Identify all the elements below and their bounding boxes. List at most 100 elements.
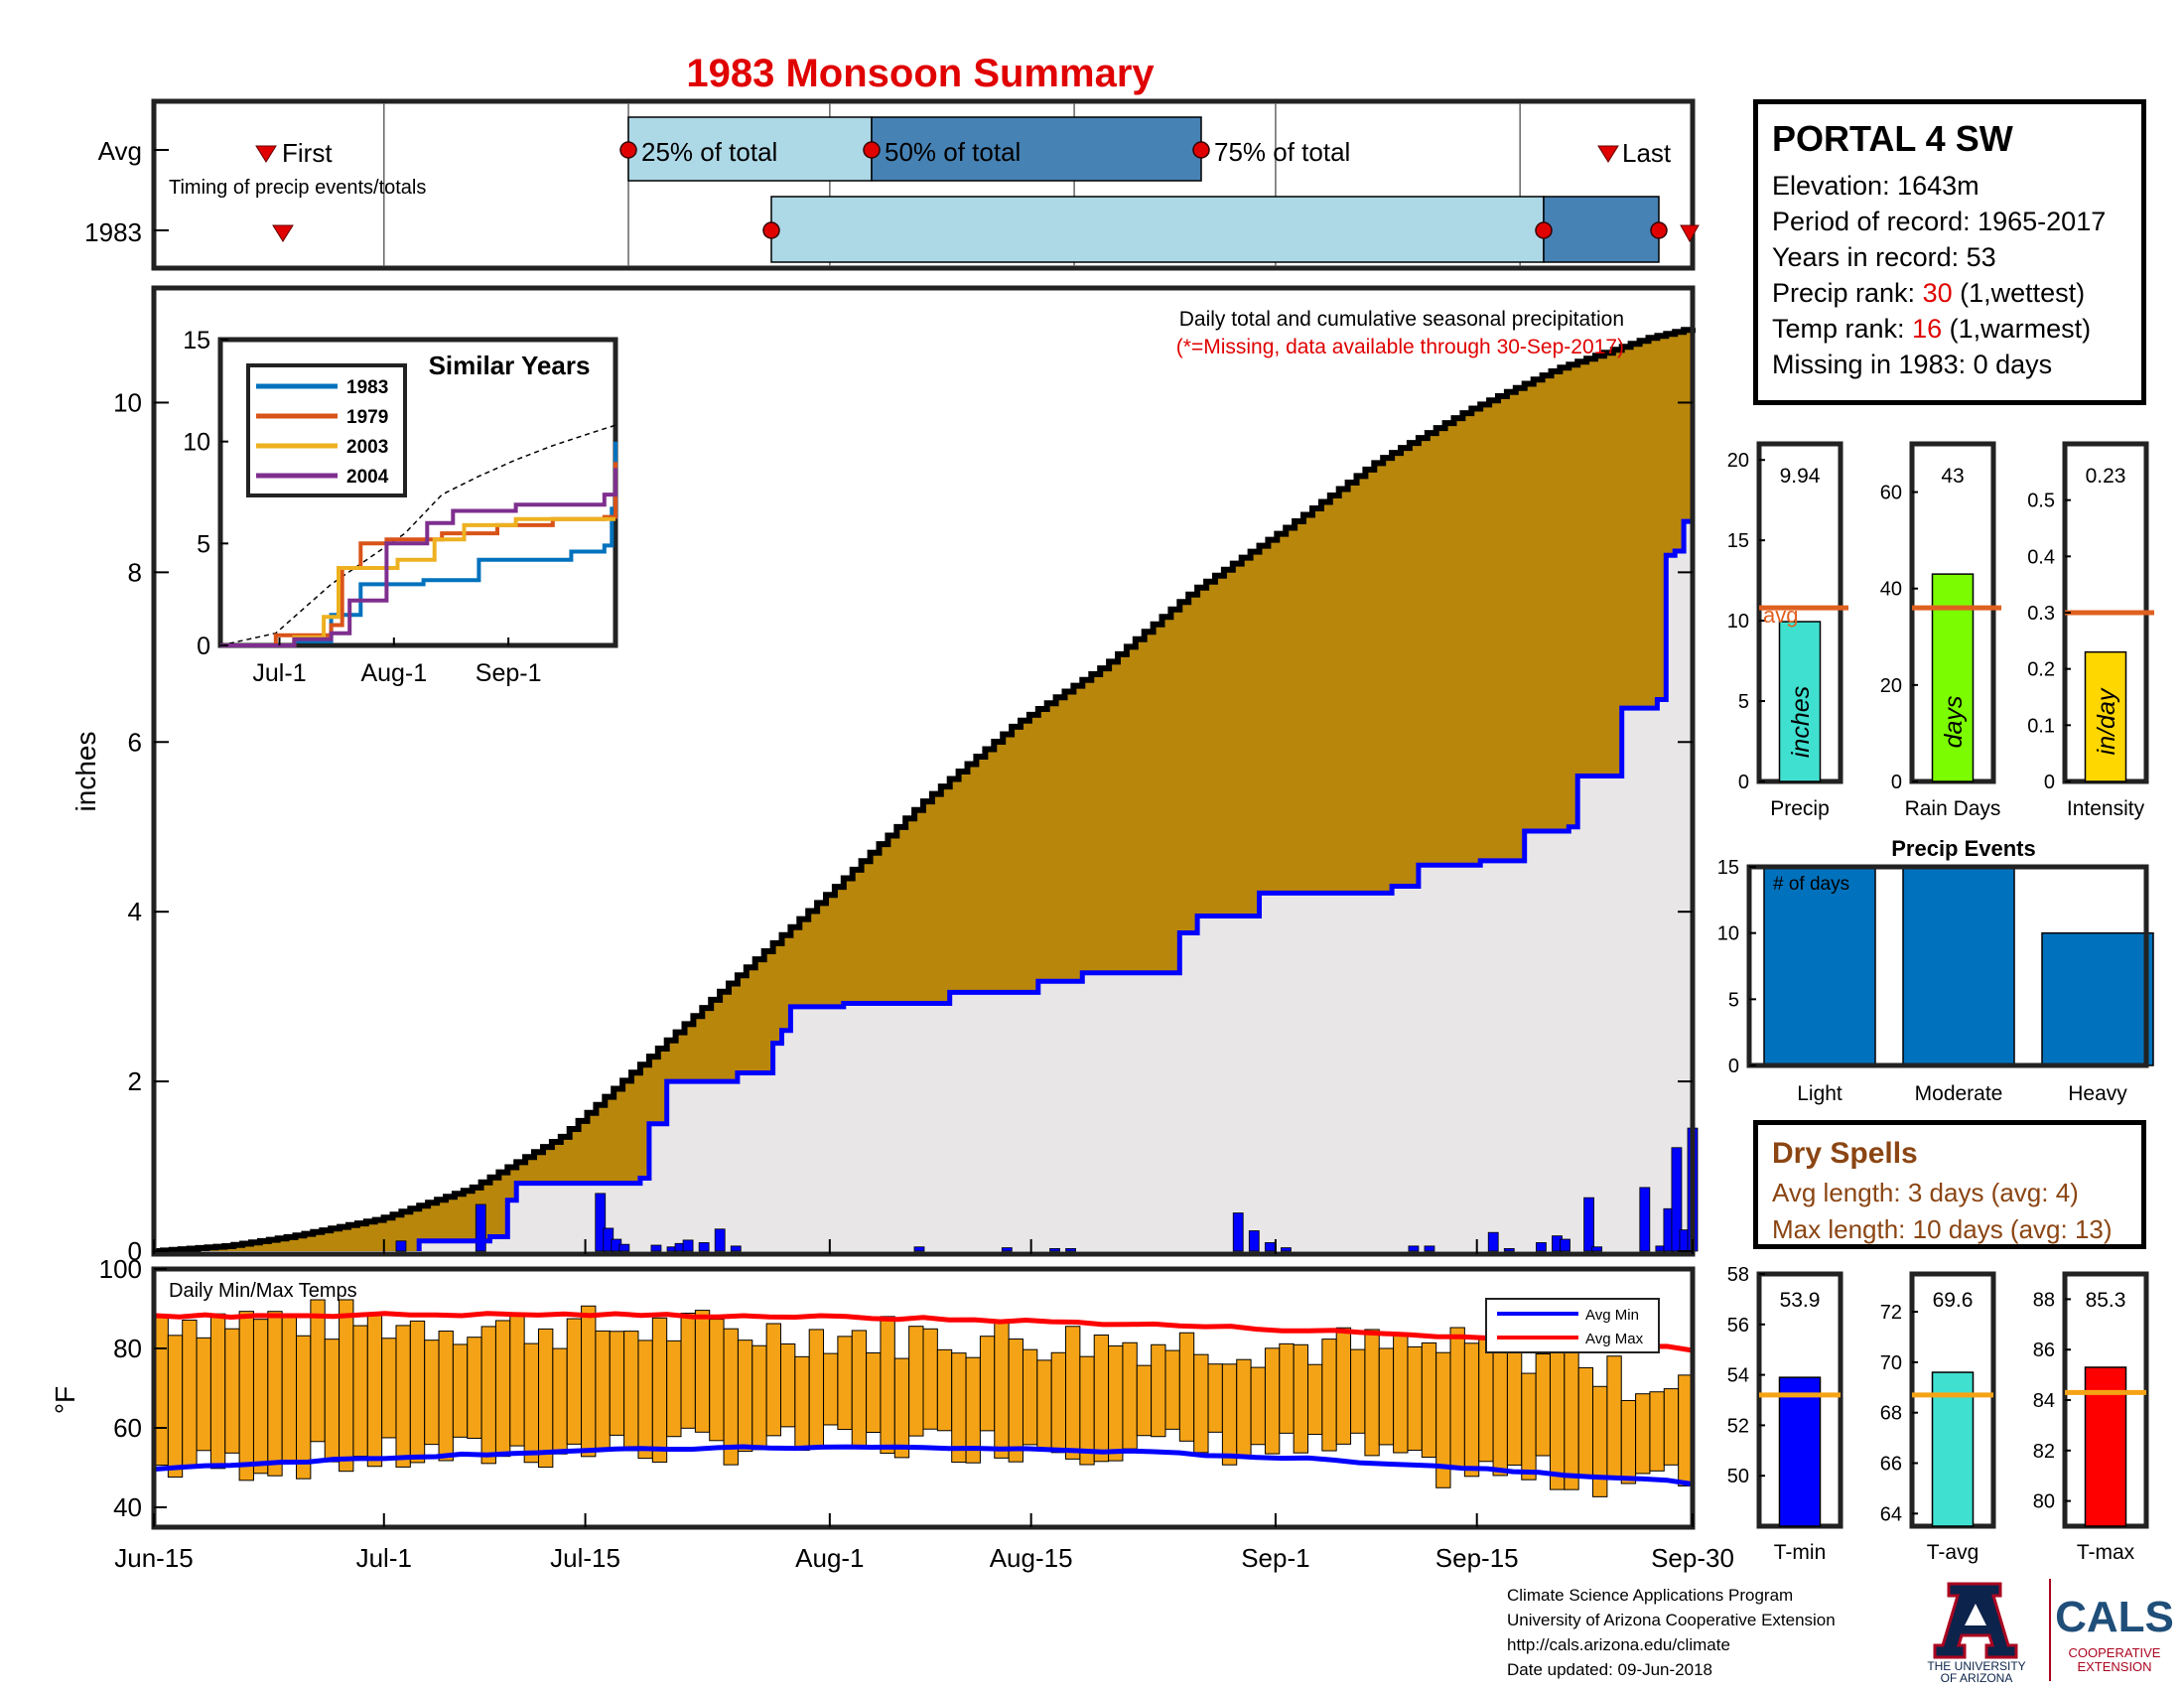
daily-temp-bar [1592,1385,1608,1497]
daily-precip-bar [1671,1147,1683,1252]
daily-temp-bar [395,1325,411,1468]
daily-temp-bar [1250,1366,1266,1446]
temps-chart: 40 60 80 100 °F Daily Min/Max Temps Avg Min… [50,1254,1696,1530]
summary-ytick-label: 20 [1880,675,1902,697]
1983-q75-marker [1650,221,1668,239]
summary-ytick-label: 0.4 [2027,546,2055,568]
footer-line3: http://cals.arizona.edu/climate [1507,1635,1730,1654]
daily-temp-bar [765,1323,781,1437]
temp-bar-tavg [1931,1371,1975,1527]
main-ytick-label: 4 [128,897,142,926]
daily-precip-bar [714,1228,726,1252]
daily-temp-bar [1492,1350,1508,1477]
timing-caption: Timing of precip events/totals [169,177,426,199]
temp-xlabel-tmax: T-max [2077,1541,2135,1564]
avg-q25-q50-bar [627,116,873,182]
daily-temp-bar [1606,1355,1622,1479]
daily-precip-bar [1264,1242,1276,1252]
events-ytick-label: 0 [1728,1056,1739,1077]
daily-temp-bar [1663,1388,1680,1466]
ua-line1: THE UNIVERSITY [1927,1659,2025,1673]
1983-first-marker [272,224,294,242]
daily-precip-bar [1503,1248,1515,1252]
daily-temp-bar [908,1326,924,1437]
main-ytick-label: 8 [128,557,142,587]
date-tick-label: Aug-15 [990,1543,1073,1573]
event-bar-light [1763,866,1876,1066]
daily-temp-bar [1393,1334,1409,1454]
daily-temp-bar [1635,1393,1651,1475]
summary-ytick-label: 0.5 [2027,491,2055,512]
temp-summary-ytick-label: 54 [1727,1365,1749,1387]
inset-legend-label: 2003 [346,437,388,458]
station-period: Period of record: 1965-2017 [1772,207,2107,236]
daily-temp-bar [751,1344,767,1451]
events-ylabel-inside: # of days [1773,874,1849,895]
event-bar-heavy [2041,931,2154,1066]
daily-temp-bar [994,1321,1010,1459]
daily-temp-bar [851,1330,868,1447]
avg-q75-marker [1192,141,1210,159]
legend-avg-min-label: Avg Min [1585,1307,1639,1324]
similar-years-inset: 0 5 10 15 Jul-1 Aug-1 Sep-1 Similar Years 198… [183,327,618,687]
inset-legend-label: 1983 [346,377,388,398]
precip-rank-value: 30 [1922,278,1953,308]
inset-legend-label: 2004 [346,467,389,488]
daily-temp-bar [1207,1363,1223,1433]
daily-temp-bar [979,1336,996,1432]
summary-ytick-label: 0 [1891,772,1902,793]
summary-bar-raindays [1931,573,1975,782]
temp-summary-ytick-label: 64 [1880,1503,1902,1525]
daily-temp-bar [209,1313,226,1470]
temp-ytick-label: 80 [113,1334,142,1363]
temp-ytick-label: 100 [99,1254,142,1284]
daily-temp-bar [609,1331,625,1436]
q50-label: 50% of total [885,137,1021,167]
ua-block-a-icon [1933,1582,2018,1659]
dry-spells-max: Max length: 10 days (avg: 13) [1772,1214,2113,1244]
footer-line4: Date updated: 09-Jun-2018 [1507,1660,1712,1679]
daily-temp-bar [1221,1363,1238,1466]
temp-summary-ytick-label: 56 [1727,1315,1749,1337]
q75-label: 75% of total [1214,137,1350,167]
daily-temp-bar [951,1352,967,1464]
daily-temp-bar [680,1313,696,1429]
date-tick-label: Sep-15 [1435,1543,1519,1573]
summary-unit-precip: inches [1787,686,1815,758]
daily-precip-bar [595,1193,607,1252]
temp-rank-value: 16 [1912,314,1943,344]
1983-last-marker [1680,224,1700,243]
daily-temp-bar [709,1319,725,1442]
daily-temp-bar [480,1326,496,1465]
date-axis: Jun-15 Jul-1 Jul-15 Aug-1 Aug-15 Sep-1 Sep-15 S… [114,1239,1734,1573]
daily-temp-bar [1577,1366,1594,1477]
daily-temp-bar [1293,1343,1309,1454]
inset-xtick-label: Jul-1 [252,659,306,687]
station-name: PORTAL 4 SW [1772,118,2013,159]
daily-temp-bar [366,1313,383,1468]
daily-temp-bar [837,1336,853,1431]
daily-temp-bar [922,1328,938,1430]
station-years: Years in record: 53 [1772,242,1996,272]
daily-temp-bar [339,1299,354,1473]
temp-summary-ytick-label: 68 [1880,1403,1902,1425]
daily-precip-bar [1049,1248,1060,1252]
daily-temp-bar [523,1342,539,1464]
daily-precip-bar [1001,1247,1013,1252]
date-tick-label: Aug-1 [795,1543,864,1573]
daily-temp-bar [1193,1353,1209,1454]
daily-precip-bar [1248,1230,1260,1252]
daily-temp-bar [196,1337,211,1452]
summary-ytick-label: 0 [2044,772,2055,793]
summary-ytick-label: 15 [1727,530,1749,552]
timing-row-avg-label: Avg [98,136,142,166]
daily-temp-bar [1093,1334,1110,1463]
temperature-bar-panels: 53.9 T-min 50 52 54 56 58 69.6 T-avg 64 66 68 70 72 85… [1727,1264,2149,1564]
summary-value-precip: 9.94 [1780,465,1821,488]
daily-temp-bar [1122,1341,1138,1450]
precip-rank: Precip rank: 30 (1,wettest) [1772,275,2127,311]
temp-xlabel-tavg: T-avg [1927,1541,1979,1564]
daily-temp-bar [224,1328,240,1454]
daily-temp-bar [723,1328,739,1466]
